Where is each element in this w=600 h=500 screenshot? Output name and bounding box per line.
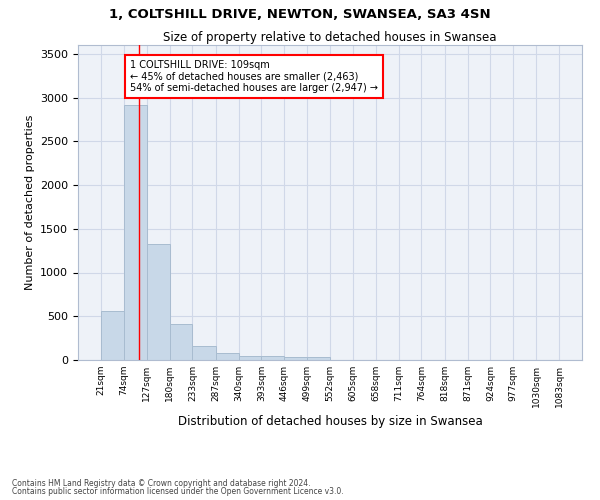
Bar bbox=[101, 311, 124, 360]
Y-axis label: Number of detached properties: Number of detached properties bbox=[25, 115, 35, 290]
Bar bbox=[124, 104, 146, 360]
Title: Size of property relative to detached houses in Swansea: Size of property relative to detached ho… bbox=[163, 31, 497, 44]
Bar bbox=[262, 356, 284, 360]
Text: Contains public sector information licensed under the Open Government Licence v3: Contains public sector information licen… bbox=[12, 487, 344, 496]
Bar bbox=[239, 356, 262, 360]
Bar bbox=[307, 357, 330, 360]
Text: 1, COLTSHILL DRIVE, NEWTON, SWANSEA, SA3 4SN: 1, COLTSHILL DRIVE, NEWTON, SWANSEA, SA3… bbox=[109, 8, 491, 20]
Text: 1 COLTSHILL DRIVE: 109sqm
← 45% of detached houses are smaller (2,463)
54% of se: 1 COLTSHILL DRIVE: 109sqm ← 45% of detac… bbox=[130, 60, 378, 93]
Bar bbox=[193, 346, 215, 360]
Text: Contains HM Land Registry data © Crown copyright and database right 2024.: Contains HM Land Registry data © Crown c… bbox=[12, 478, 311, 488]
Bar bbox=[170, 324, 193, 360]
X-axis label: Distribution of detached houses by size in Swansea: Distribution of detached houses by size … bbox=[178, 416, 482, 428]
Bar bbox=[146, 244, 170, 360]
Bar bbox=[215, 353, 239, 360]
Bar bbox=[284, 356, 307, 360]
